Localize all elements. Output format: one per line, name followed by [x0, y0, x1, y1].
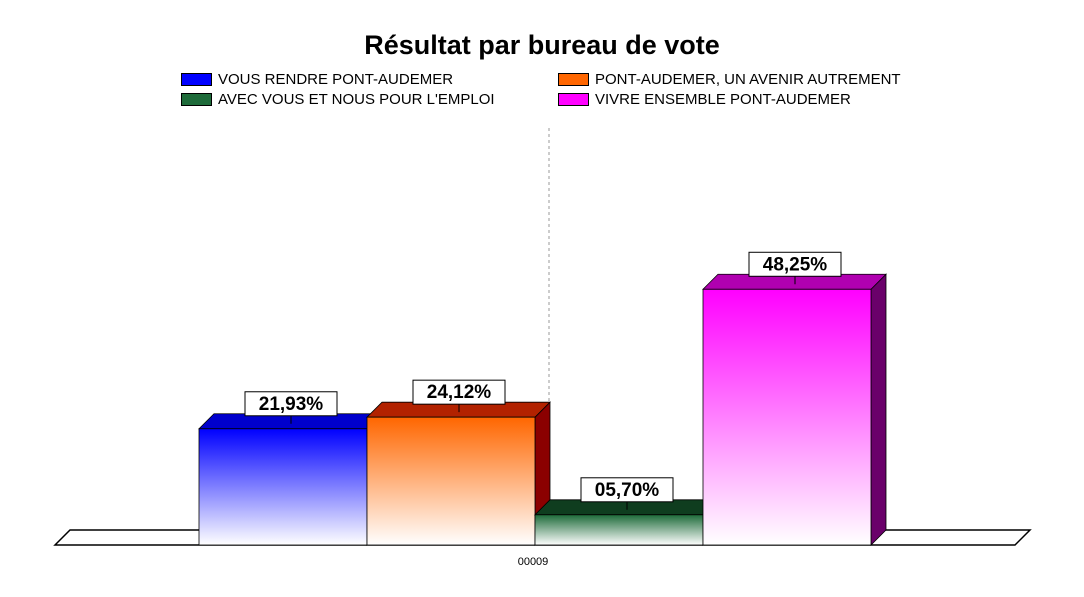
legend-label: PONT-AUDEMER, UN AVENIR AUTREMENT	[595, 70, 901, 88]
data-label-avenir-autrement: 24,12%	[412, 379, 506, 413]
bar-front	[534, 514, 704, 546]
data-label-avec-vous: 05,70%	[580, 477, 674, 510]
legend-swatch-magenta	[558, 92, 589, 106]
chart-title: Résultat par bureau de vote	[364, 30, 720, 60]
legend-label: VIVRE ENSEMBLE PONT-AUDEMER	[595, 90, 851, 108]
bar-side	[870, 273, 887, 546]
bar-front	[198, 428, 368, 546]
label-text: 21,93%	[259, 394, 324, 415]
label-box	[412, 379, 506, 405]
data-label-vivre-ensemble: 48,25%	[748, 251, 842, 285]
legend-item-vivre-ensemble: VIVRE ENSEMBLE PONT-AUDEMER	[558, 90, 851, 108]
label-box	[244, 391, 338, 417]
legend-item-avec-vous: AVEC VOUS ET NOUS POUR L'EMPLOI	[181, 90, 495, 108]
label-text: 24,12%	[427, 382, 492, 403]
bar-front	[702, 288, 872, 546]
data-label-vous-rendre: 21,93%	[244, 391, 338, 424]
legend-swatch-orange	[558, 72, 589, 86]
legend-item-vous-rendre: VOUS RENDRE PONT-AUDEMER	[181, 70, 454, 88]
label-box	[748, 251, 842, 277]
label-text: 05,70%	[595, 480, 660, 501]
label-text: 48,25%	[763, 254, 828, 275]
bar-front	[366, 416, 536, 546]
bar-avenir-autrement	[366, 401, 551, 546]
legend-label: AVEC VOUS ET NOUS POUR L'EMPLOI	[218, 90, 495, 108]
label-box	[580, 477, 674, 503]
bar-vous-rendre	[198, 412, 383, 546]
x-tick-label: 00009	[518, 556, 549, 568]
legend-swatch-green	[181, 92, 212, 106]
legend-label: VOUS RENDRE PONT-AUDEMER	[218, 70, 454, 88]
legend-swatch-blue	[181, 72, 212, 86]
bar-vivre-ensemble	[702, 273, 887, 546]
legend-item-avenir-autrement: PONT-AUDEMER, UN AVENIR AUTREMENT	[558, 70, 901, 88]
